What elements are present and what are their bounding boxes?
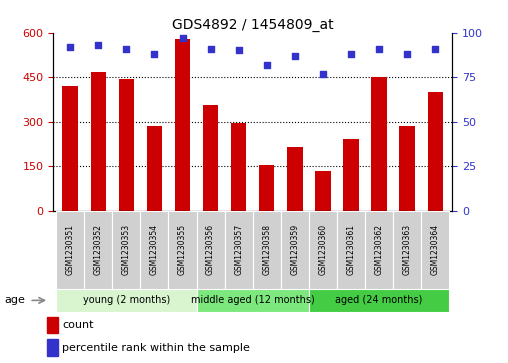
Point xyxy=(431,46,439,52)
Bar xyxy=(56,211,84,289)
Text: GSM1230354: GSM1230354 xyxy=(150,224,159,275)
Bar xyxy=(197,211,225,289)
Text: GSM1230352: GSM1230352 xyxy=(94,224,103,275)
Bar xyxy=(147,126,162,211)
Text: GSM1230360: GSM1230360 xyxy=(319,224,328,275)
Bar xyxy=(140,211,169,289)
Bar xyxy=(315,171,331,211)
Text: GSM1230357: GSM1230357 xyxy=(234,224,243,275)
Text: GSM1230363: GSM1230363 xyxy=(403,224,411,275)
Text: count: count xyxy=(62,321,93,330)
Bar xyxy=(231,123,246,211)
Bar xyxy=(309,289,449,312)
Text: percentile rank within the sample: percentile rank within the sample xyxy=(62,343,250,352)
Text: age: age xyxy=(4,295,25,305)
Point xyxy=(178,35,186,41)
Bar xyxy=(62,86,78,211)
Text: GSM1230361: GSM1230361 xyxy=(346,224,356,275)
Bar xyxy=(365,211,393,289)
Bar xyxy=(84,211,112,289)
Text: GSM1230364: GSM1230364 xyxy=(431,224,440,275)
Bar xyxy=(421,211,449,289)
Bar xyxy=(90,72,106,211)
Bar xyxy=(112,211,140,289)
Point xyxy=(319,71,327,77)
Text: GSM1230359: GSM1230359 xyxy=(291,224,299,275)
Point xyxy=(263,62,271,68)
Point xyxy=(291,53,299,59)
Bar xyxy=(309,211,337,289)
Bar xyxy=(56,289,197,312)
Point xyxy=(94,42,102,48)
Bar xyxy=(175,38,190,211)
Bar xyxy=(225,211,253,289)
Point xyxy=(66,44,74,50)
Bar xyxy=(203,105,218,211)
Point xyxy=(235,48,243,53)
Text: GSM1230362: GSM1230362 xyxy=(374,224,384,275)
Bar xyxy=(393,211,421,289)
Bar xyxy=(169,211,197,289)
Text: GSM1230351: GSM1230351 xyxy=(66,224,75,275)
Bar xyxy=(281,211,309,289)
Point xyxy=(403,51,411,57)
Bar xyxy=(197,289,309,312)
Text: aged (24 months): aged (24 months) xyxy=(335,295,423,305)
Text: GSM1230356: GSM1230356 xyxy=(206,224,215,275)
Bar xyxy=(343,139,359,211)
Point xyxy=(150,51,158,57)
Text: GSM1230353: GSM1230353 xyxy=(122,224,131,275)
Point xyxy=(207,46,215,52)
Text: GSM1230358: GSM1230358 xyxy=(262,224,271,275)
Point xyxy=(347,51,355,57)
Text: GSM1230355: GSM1230355 xyxy=(178,224,187,275)
Bar xyxy=(428,92,443,211)
Title: GDS4892 / 1454809_at: GDS4892 / 1454809_at xyxy=(172,18,334,32)
Point xyxy=(122,46,131,52)
Bar xyxy=(371,77,387,211)
Text: middle aged (12 months): middle aged (12 months) xyxy=(191,295,314,305)
Bar xyxy=(337,211,365,289)
Text: young (2 months): young (2 months) xyxy=(83,295,170,305)
Bar xyxy=(253,211,281,289)
Point xyxy=(375,46,383,52)
Bar xyxy=(399,126,415,211)
Bar xyxy=(287,147,303,211)
Bar xyxy=(47,317,58,333)
Bar xyxy=(47,339,58,356)
Bar xyxy=(259,164,274,211)
Bar xyxy=(119,79,134,211)
